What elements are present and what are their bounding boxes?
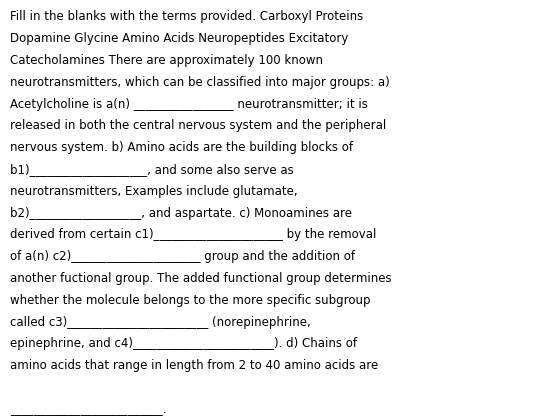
Text: derived from certain c1)______________________ by the removal: derived from certain c1)________________… [10,228,377,241]
Text: of a(n) c2)______________________ group and the addition of: of a(n) c2)______________________ group … [10,250,355,263]
Text: neurotransmitters, which can be classified into major groups: a): neurotransmitters, which can be classifi… [10,76,390,89]
Text: epinephrine, and c4)________________________). d) Chains of: epinephrine, and c4)____________________… [10,337,357,350]
Text: nervous system. b) Amino acids are the building blocks of: nervous system. b) Amino acids are the b… [10,141,353,154]
Text: called c3)________________________ (norepinephrine,: called c3)________________________ (nore… [10,316,311,328]
Text: amino acids that range in length from 2 to 40 amino acids are: amino acids that range in length from 2 … [10,359,378,372]
Text: Fill in the blanks with the terms provided. Carboxyl Proteins: Fill in the blanks with the terms provid… [10,10,363,23]
Text: whether the molecule belongs to the more specific subgroup: whether the molecule belongs to the more… [10,294,371,307]
Text: released in both the central nervous system and the peripheral: released in both the central nervous sys… [10,119,386,132]
Text: another fuctional group. The added functional group determines: another fuctional group. The added funct… [10,272,392,285]
Text: Catecholamines There are approximately 100 known: Catecholamines There are approximately 1… [10,54,323,67]
Text: Dopamine Glycine Amino Acids Neuropeptides Excitatory: Dopamine Glycine Amino Acids Neuropeptid… [10,32,348,45]
Text: b1)____________________, and some also serve as: b1)____________________, and some also s… [10,163,294,176]
Text: __________________________.: __________________________. [10,403,166,416]
Text: b2)___________________, and aspartate. c) Monoamines are: b2)___________________, and aspartate. c… [10,207,352,220]
Text: neurotransmitters, Examples include glutamate,: neurotransmitters, Examples include glut… [10,185,297,198]
Text: Acetylcholine is a(n) _________________ neurotransmitter; it is: Acetylcholine is a(n) _________________ … [10,98,368,111]
